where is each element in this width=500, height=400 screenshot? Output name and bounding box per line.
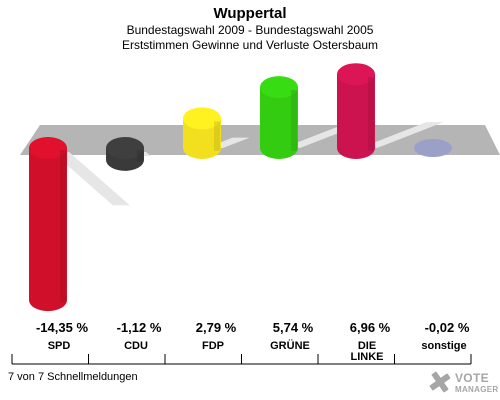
footer-text: 7 von 7 Schnellmeldungen bbox=[8, 371, 138, 383]
bar-3 bbox=[183, 107, 221, 159]
category-label: sonstige bbox=[421, 340, 466, 352]
value-label: -0,02 % bbox=[425, 320, 470, 335]
x-axis bbox=[11, 354, 472, 365]
category-label: LINKE bbox=[351, 351, 384, 363]
bar-edge-shade bbox=[368, 77, 374, 151]
bar-4 bbox=[260, 76, 298, 159]
category-label: SPD bbox=[48, 340, 71, 352]
bar-body bbox=[260, 87, 298, 159]
bar-cap bbox=[337, 63, 375, 86]
bar-2 bbox=[106, 137, 144, 171]
bar-5 bbox=[337, 63, 375, 159]
category-label: FDP bbox=[202, 340, 224, 352]
bar-cap bbox=[260, 76, 298, 99]
category-label: CDU bbox=[124, 340, 148, 352]
chart-subtitle-2: Erststimmen Gewinne und Verluste Ostersb… bbox=[122, 38, 378, 52]
logo-text-line2: MANAGER bbox=[455, 385, 498, 394]
chart-subtitle-1: Bundestagswahl 2009 - Bundestagswahl 200… bbox=[127, 23, 374, 37]
bar-body bbox=[337, 74, 375, 159]
chart-title: Wuppertal bbox=[213, 5, 286, 22]
bar-cap bbox=[29, 137, 67, 159]
category-label: GRÜNE bbox=[270, 339, 310, 352]
bar-6 bbox=[414, 139, 452, 157]
bar-disc bbox=[414, 139, 452, 157]
vote-manager-logo: VOTE MANAGER bbox=[429, 371, 498, 394]
bar-edge-shade bbox=[291, 90, 297, 151]
bar-cap bbox=[106, 137, 144, 159]
category-label: DIE bbox=[358, 340, 376, 352]
bar-body bbox=[183, 118, 221, 159]
bar-shadow bbox=[52, 152, 130, 206]
bar-shadow bbox=[360, 122, 444, 148]
value-labels: -14,35 % -1,12 % 2,79 % 5,74 % 6,96 % -0,02 % bbox=[36, 320, 470, 335]
value-label: -1,12 % bbox=[117, 320, 162, 335]
bar-body bbox=[29, 148, 67, 312]
logo-text-line1: VOTE bbox=[455, 371, 489, 385]
bar-cap bbox=[183, 107, 221, 130]
value-label: 6,96 % bbox=[350, 320, 391, 335]
value-label: -14,35 % bbox=[36, 320, 88, 335]
bar-1 bbox=[29, 137, 67, 312]
bar-edge-shade bbox=[137, 150, 143, 162]
bar-edge-shade bbox=[214, 121, 220, 151]
value-label: 5,74 % bbox=[273, 320, 314, 335]
value-label: 2,79 % bbox=[196, 320, 237, 335]
bar-shadow bbox=[283, 126, 355, 148]
bars bbox=[29, 63, 452, 312]
bar-edge-shade bbox=[60, 150, 66, 303]
logo-x-icon bbox=[429, 371, 451, 393]
